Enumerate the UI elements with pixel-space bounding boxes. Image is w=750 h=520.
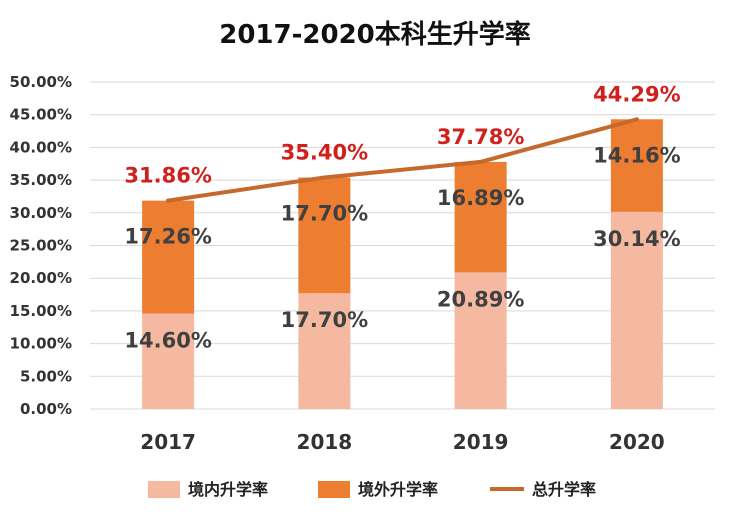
bar-domestic (142, 313, 195, 409)
line-total (166, 117, 639, 203)
y-tick-label: 0.00% (20, 400, 72, 418)
bar-overseas (454, 161, 507, 273)
y-tick-label: 40.00% (10, 138, 72, 156)
y-tick-label: 30.00% (10, 204, 72, 222)
y-tick-label: 10.00% (10, 335, 72, 353)
y-tick-label: 45.00% (10, 106, 72, 124)
bar-overseas (610, 119, 663, 212)
y-tick-label: 20.00% (10, 269, 72, 287)
bar-domestic (610, 211, 663, 409)
x-tick-label: 2017 (140, 430, 196, 454)
y-tick-label: 15.00% (10, 302, 72, 320)
data-label-total: 44.29% (593, 82, 680, 106)
data-label-overseas: 17.70% (281, 201, 368, 225)
y-tick-label: 25.00% (10, 237, 72, 255)
line-point-total (478, 159, 483, 164)
y-tick-label: 35.00% (10, 171, 72, 189)
bar-overseas (142, 200, 195, 314)
data-label-overseas: 17.26% (124, 225, 211, 249)
y-tick-label: 5.00% (20, 367, 72, 385)
x-tick-label: 2020 (609, 430, 665, 454)
data-label-total: 35.40% (281, 140, 368, 164)
data-label-domestic: 30.14% (593, 227, 680, 251)
data-label-domestic: 20.89% (437, 287, 524, 311)
bar-domestic (454, 272, 507, 409)
line-point-total (166, 198, 171, 203)
legend-domestic-swatch (148, 481, 180, 498)
chart-title: 2017-2020本科生升学率 (219, 20, 531, 50)
y-tick-label: 50.00% (10, 73, 72, 91)
data-label-overseas: 16.89% (437, 186, 524, 210)
data-label-total: 31.86% (124, 164, 211, 188)
bar-overseas (298, 177, 351, 294)
legend-domestic-label: 境内升学率 (188, 480, 268, 499)
data-label-overseas: 14.16% (593, 143, 680, 167)
data-label-total: 37.78% (437, 125, 524, 149)
x-tick-label: 2018 (297, 430, 353, 454)
legend-total-label: 总升学率 (532, 480, 596, 499)
data-label-domestic: 17.70% (281, 308, 368, 332)
legend-overseas-swatch (318, 481, 350, 498)
data-label-domestic: 14.60% (124, 329, 211, 353)
legend-overseas-label: 境外升学率 (358, 480, 438, 499)
x-tick-label: 2019 (453, 430, 509, 454)
bar-domestic (298, 293, 351, 409)
line-point-total (634, 117, 639, 122)
line-point-total (322, 175, 327, 180)
